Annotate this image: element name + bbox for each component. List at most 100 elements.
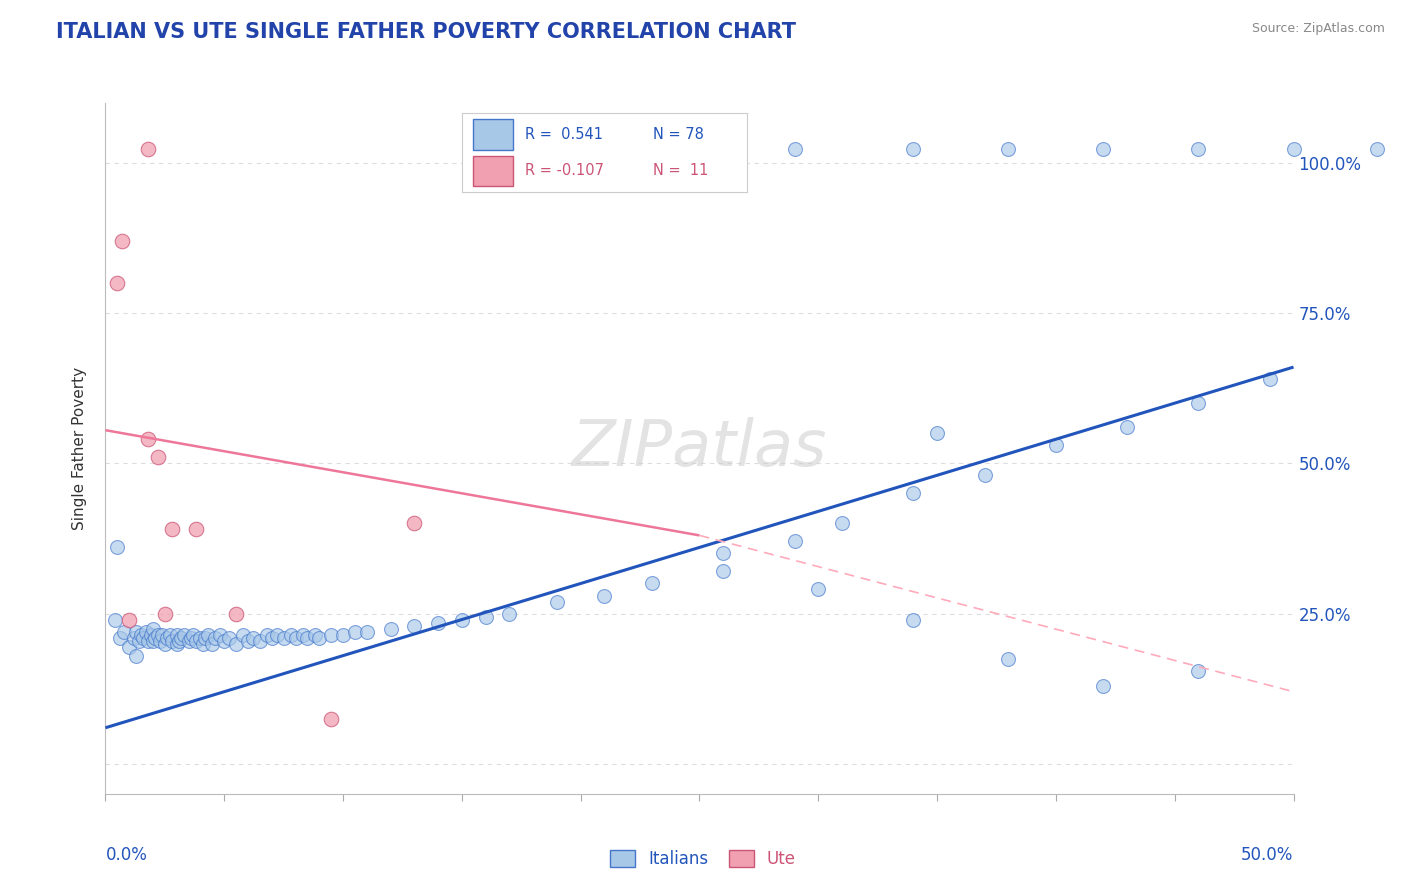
Text: 50.0%: 50.0% [1241, 846, 1294, 863]
Point [160, 633, 183, 648]
Point [1365, 143, 1388, 157]
Point [201, 637, 224, 651]
Point [304, 627, 326, 641]
Point [807, 582, 830, 597]
Point [135, 624, 157, 639]
Point [236, 633, 259, 648]
Point [105, 276, 128, 290]
Point [104, 613, 127, 627]
Point [903, 486, 925, 500]
Text: N =  11: N = 11 [652, 163, 709, 178]
Point [136, 633, 159, 648]
Point [146, 627, 169, 641]
Point [498, 607, 520, 621]
Point [190, 631, 212, 645]
Point [191, 637, 214, 651]
Point [197, 627, 219, 641]
Point [105, 541, 128, 555]
Point [297, 631, 319, 645]
Point [183, 627, 205, 641]
Point [1187, 143, 1209, 157]
FancyBboxPatch shape [474, 156, 513, 186]
Point [149, 633, 172, 648]
Point [214, 633, 236, 648]
Point [280, 627, 302, 641]
Point [129, 627, 152, 641]
Point [997, 651, 1019, 665]
Point [343, 624, 366, 639]
Text: R =  0.541: R = 0.541 [524, 127, 603, 142]
Point [142, 622, 165, 636]
Text: N = 78: N = 78 [652, 127, 704, 142]
Point [177, 633, 200, 648]
Point [208, 627, 231, 641]
Point [356, 624, 378, 639]
Point [194, 631, 217, 645]
Point [125, 624, 148, 639]
Point [167, 633, 190, 648]
Point [173, 627, 195, 641]
Point [903, 613, 925, 627]
Point [184, 522, 207, 536]
Point [166, 637, 188, 651]
Point [321, 627, 343, 641]
Point [143, 631, 166, 645]
Point [783, 534, 806, 549]
Point [153, 637, 176, 651]
Point [973, 468, 995, 483]
Point [225, 607, 247, 621]
Point [404, 618, 426, 632]
Point [1258, 372, 1281, 386]
Point [136, 432, 159, 446]
Point [1092, 143, 1115, 157]
Point [1282, 143, 1305, 157]
Point [273, 631, 295, 645]
Point [184, 633, 207, 648]
Point [593, 589, 616, 603]
Point [142, 633, 165, 648]
Point [160, 522, 183, 536]
Point [404, 516, 426, 531]
Point [156, 631, 179, 645]
Point [321, 712, 343, 726]
Point [641, 576, 664, 591]
Text: R = -0.107: R = -0.107 [524, 163, 603, 178]
Point [218, 631, 240, 645]
Point [711, 565, 734, 579]
Point [308, 631, 330, 645]
Point [122, 631, 145, 645]
Point [260, 631, 283, 645]
Point [146, 450, 169, 465]
Point [783, 143, 806, 157]
Point [831, 516, 853, 531]
Point [380, 622, 402, 636]
Text: ITALIAN VS UTE SINGLE FATHER POVERTY CORRELATION CHART: ITALIAN VS UTE SINGLE FATHER POVERTY COR… [56, 22, 796, 42]
Point [427, 615, 450, 630]
Point [180, 631, 202, 645]
Point [136, 143, 159, 157]
Point [159, 627, 181, 641]
Point [1045, 438, 1067, 452]
Point [711, 546, 734, 560]
Point [204, 631, 226, 645]
Point [225, 637, 247, 651]
Text: 0.0%: 0.0% [105, 846, 148, 863]
Point [1187, 664, 1209, 678]
Point [153, 607, 176, 621]
Text: Source: ZipAtlas.com: Source: ZipAtlas.com [1251, 22, 1385, 36]
Point [903, 143, 925, 157]
Point [114, 624, 136, 639]
Point [170, 631, 193, 645]
Point [1187, 396, 1209, 410]
Point [997, 143, 1019, 157]
Point [125, 648, 148, 663]
Point [249, 633, 271, 648]
Point [332, 627, 354, 641]
Legend: Italians, Ute: Italians, Ute [603, 843, 803, 875]
Point [474, 609, 496, 624]
Point [1092, 679, 1115, 693]
Point [118, 640, 141, 654]
Point [111, 234, 134, 248]
Point [925, 426, 948, 441]
Y-axis label: Single Father Poverty: Single Father Poverty [72, 367, 87, 530]
